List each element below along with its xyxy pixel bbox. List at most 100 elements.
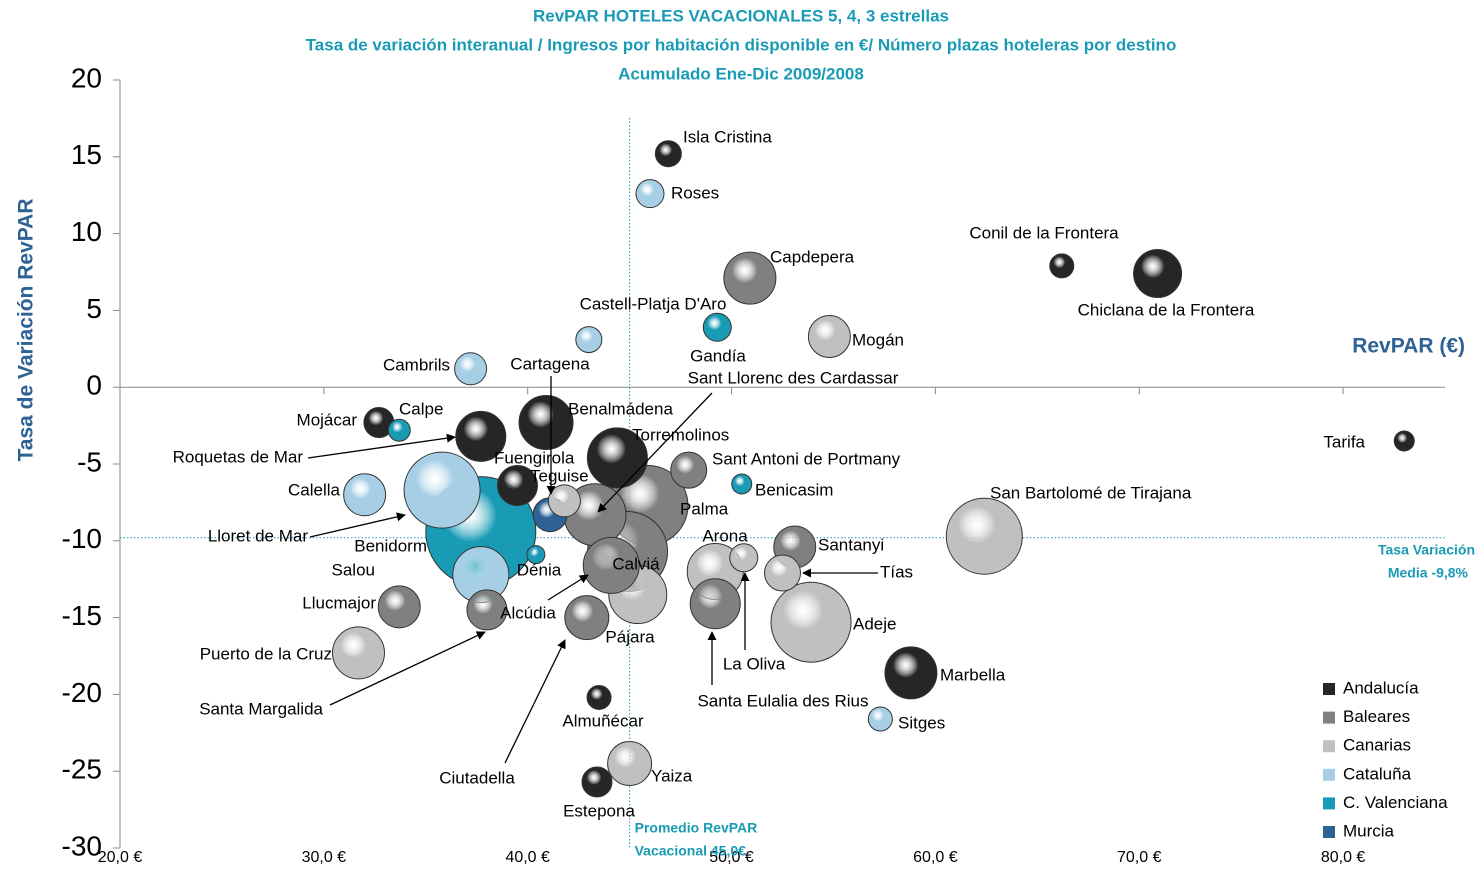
leader-arrow: [309, 512, 406, 538]
bubble: [547, 484, 581, 518]
bubble: [526, 545, 546, 565]
y-tick-label: 15: [71, 139, 102, 170]
chart-subtitle: Acumulado Ene-Dic 2009/2008: [618, 64, 864, 83]
data-label: Almuñécar: [562, 711, 644, 730]
data-label: La Oliva: [723, 654, 786, 673]
x-tick-label: 70,0 €: [1117, 849, 1162, 866]
bubble: [670, 451, 708, 489]
legend-label: Murcia: [1343, 821, 1395, 840]
y-tick-label: -15: [62, 600, 102, 631]
bubble: [1133, 249, 1183, 299]
bubble: [867, 706, 893, 732]
bubble: [497, 465, 538, 507]
y-tick-label: -10: [62, 523, 102, 554]
data-label: Santa Margalida: [199, 699, 323, 718]
data-label: Calpe: [399, 399, 443, 418]
data-label: Llucmajor: [302, 593, 376, 612]
x-tick-label: 60,0 €: [913, 849, 958, 866]
data-label: Torremolinos: [632, 425, 729, 444]
bubble: [582, 536, 640, 594]
y-tick-label: 20: [71, 62, 102, 93]
bubble: [635, 179, 665, 209]
data-label: Capdepera: [770, 247, 855, 266]
bubble: [807, 315, 851, 359]
x-tick-label: 80,0 €: [1321, 849, 1366, 866]
data-label: Arona: [702, 526, 748, 545]
data-label: Marbella: [940, 665, 1006, 684]
y-axis-label: Tasa de Variación RevPAR: [15, 198, 38, 461]
data-label: Lloret de Mar: [208, 526, 308, 545]
bubble: [343, 473, 387, 517]
leader-arrow: [547, 574, 589, 601]
bubble: [586, 684, 612, 710]
x-axis-label: RevPAR (€): [1352, 335, 1465, 358]
bubble: [332, 626, 385, 680]
data-label: Ciutadella: [439, 768, 515, 787]
legend-swatch: [1323, 683, 1335, 695]
chart-subtitle: Tasa de variación interanual / Ingresos …: [306, 35, 1177, 54]
data-label: Pájara: [605, 627, 655, 646]
x-tick-label: 20,0 €: [98, 849, 143, 866]
bubble: [466, 589, 508, 631]
annotation: Media -9,8%: [1388, 564, 1469, 580]
x-tick-label: 50,0 €: [709, 849, 754, 866]
bubble: [377, 585, 421, 629]
data-label: Benalmádena: [568, 399, 673, 418]
data-label: Benidorm: [354, 536, 427, 555]
data-label: Tarifa: [1323, 432, 1365, 451]
legend-swatch: [1323, 711, 1335, 724]
leader-arrow: [307, 433, 456, 459]
bubble: [723, 251, 777, 305]
data-label: Salou: [332, 560, 375, 579]
legend-label: C. Valenciana: [1343, 793, 1448, 812]
chart-title: RevPAR HOTELES VACACIONALES 5, 4, 3 estr…: [533, 6, 949, 25]
data-label: Calviá: [612, 554, 660, 573]
data-label: Teguise: [530, 466, 589, 485]
y-tick-label: -25: [62, 754, 102, 785]
legend-label: Cataluña: [1343, 764, 1412, 783]
bubble: [654, 140, 682, 168]
data-label: Mojácar: [297, 410, 358, 429]
bubble: [575, 326, 603, 354]
bubble: [1393, 430, 1415, 452]
legend-label: Andalucía: [1343, 678, 1419, 697]
bubble: [518, 395, 574, 451]
data-label: Gandía: [690, 346, 746, 365]
data-label: Santanyi: [818, 535, 884, 554]
legend-swatch: [1323, 740, 1335, 753]
data-label: Dénia: [517, 560, 562, 579]
data-label: San Bartolomé de Tirajana: [990, 483, 1192, 502]
bubble: [1049, 253, 1075, 279]
legend-swatch: [1323, 797, 1335, 810]
data-label: Palma: [680, 499, 729, 518]
legend-label: Canarias: [1343, 736, 1411, 755]
annotation: Vacacional 45,0€: [635, 843, 747, 859]
bubble: [387, 418, 411, 442]
annotation: Promedio RevPAR: [635, 820, 758, 836]
data-label: Alcúdia: [500, 603, 556, 622]
legend-swatch: [1323, 768, 1335, 781]
bubble: [729, 543, 759, 573]
bubble: [702, 312, 732, 342]
bubble: [564, 595, 610, 641]
data-label: Isla Cristina: [683, 127, 772, 146]
bubble: [581, 766, 613, 798]
data-label: Calella: [288, 480, 341, 499]
data-label: Puerto de la Cruz: [200, 644, 332, 663]
data-label: Castell-Platja D'Aro: [580, 294, 727, 313]
data-label: Cambrils: [383, 355, 450, 374]
data-label: Sitges: [898, 713, 945, 732]
y-tick-label: -5: [77, 446, 102, 477]
data-label: Tías: [880, 562, 913, 581]
bubble: [454, 352, 488, 386]
legend-swatch: [1323, 826, 1335, 838]
data-label: Fuengirola: [494, 448, 575, 467]
data-label: Roquetas de Mar: [173, 447, 304, 466]
y-tick-label: 0: [86, 370, 102, 401]
legend-label: Baleares: [1343, 707, 1410, 726]
data-label: Chiclana de la Frontera: [1078, 300, 1255, 319]
data-label: Sant Antoni de Portmany: [712, 449, 901, 468]
x-tick-label: 30,0 €: [302, 849, 347, 866]
annotation: Tasa Variación: [1378, 541, 1475, 557]
data-label: Santa Eulalia des Rius: [697, 691, 868, 710]
